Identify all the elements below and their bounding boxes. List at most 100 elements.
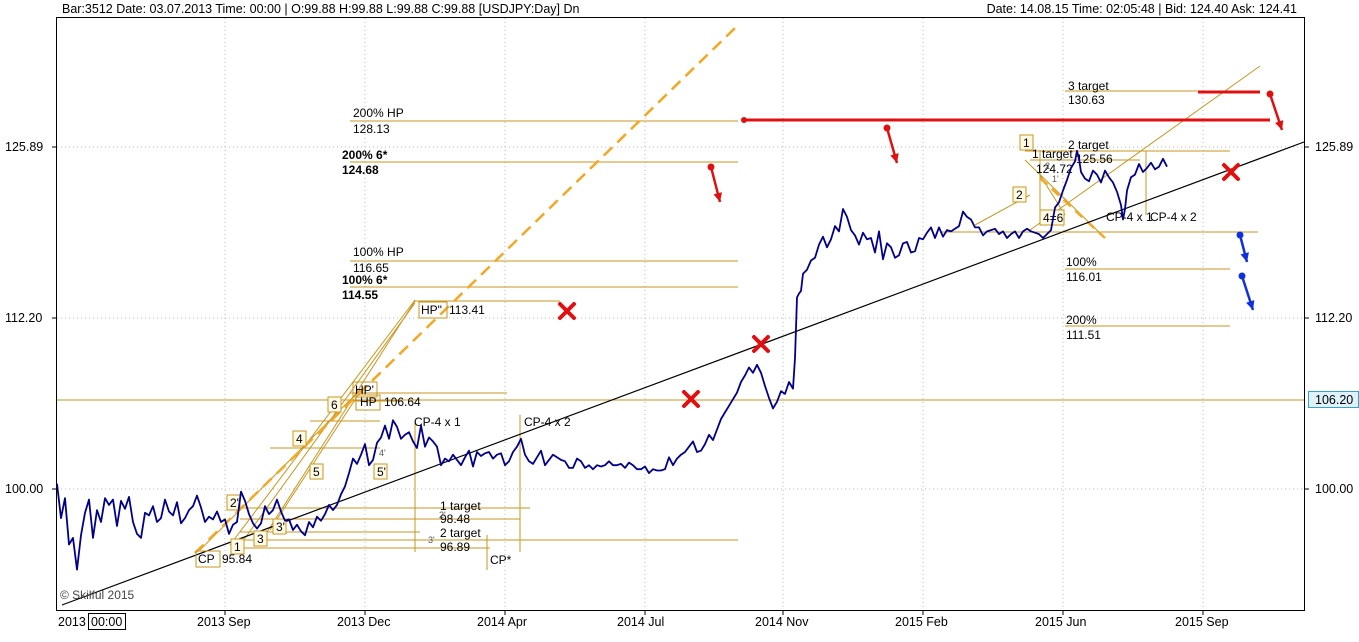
level-text: 1 target	[1032, 147, 1073, 161]
level-text: 2 target	[440, 526, 481, 540]
wave-box-label: 6	[331, 398, 338, 412]
level-text: 125.56	[1076, 152, 1113, 166]
cross-mark	[752, 335, 770, 353]
dashed-projection	[194, 27, 736, 554]
cross-mark	[1222, 163, 1240, 181]
dashed-projection	[1039, 177, 1106, 239]
x-tick-label: 2015 Jun	[1035, 615, 1086, 629]
level-text: 100%	[1066, 255, 1097, 269]
trend-line	[61, 141, 1305, 606]
wave-box	[272, 518, 287, 535]
small-mark: 1'	[1052, 174, 1059, 184]
y-tick-label-right: 112.20	[1315, 311, 1352, 325]
projection-line	[239, 302, 416, 546]
level-text: HP'	[355, 383, 374, 397]
level-text: CP-4 x 2	[1150, 210, 1197, 224]
level-text: 128.13	[353, 122, 390, 136]
projection-line	[269, 391, 361, 531]
wave-box	[253, 530, 268, 547]
x-tick-label: 2014 Apr	[477, 615, 527, 629]
wave-box	[1019, 134, 1034, 151]
x-tick-label: 2013 Dec	[337, 615, 391, 629]
level-text: 106.64	[384, 395, 421, 409]
time-box-label: 00:00	[91, 615, 122, 629]
watermark: © Skilful 2015	[60, 588, 135, 602]
small-mark: 3'	[428, 535, 435, 545]
header-right-info: Date: 14.08.15 Time: 02:05:48 | Bid: 124…	[987, 2, 1297, 16]
level-text: 100% 6*	[342, 273, 388, 287]
level-text: CP	[198, 552, 215, 566]
label-frame	[418, 301, 448, 319]
wave-box-label: 3'	[276, 520, 285, 534]
x-tick-label: 2014 Nov	[755, 615, 809, 629]
down-arrow-head	[890, 153, 899, 163]
down-arrow-blue-head	[1246, 300, 1255, 310]
x-tick-label: 2015 Feb	[895, 615, 948, 629]
x-tick-label: 2013 Sep	[197, 615, 251, 629]
label-frame	[352, 381, 378, 398]
level-text: 200% 6*	[342, 148, 388, 162]
small-mark: 4'	[379, 448, 386, 458]
cross-mark	[682, 390, 700, 408]
small-mark: 2	[1045, 161, 1050, 171]
label-frame	[195, 550, 221, 568]
level-text: 95.84	[222, 552, 252, 566]
label-frame	[355, 394, 381, 411]
level-text: CP-4 x 2	[524, 415, 571, 429]
level-text: 3 target	[1068, 79, 1109, 93]
level-text: 124.72	[1036, 162, 1073, 176]
level-text: 113.41	[449, 303, 485, 317]
level-text: CP-4 x 1	[1106, 210, 1153, 224]
wave-box-label: 2	[1016, 188, 1023, 202]
signal-marks-layer	[558, 90, 1284, 408]
wave-box-label: 5'	[377, 465, 386, 479]
wave-box-label: 1	[1023, 136, 1030, 150]
wave-box	[230, 538, 245, 555]
time-box[interactable]	[88, 613, 126, 630]
wave-box	[1012, 186, 1027, 203]
x-tick-label: 2015 Sep	[1175, 615, 1229, 629]
level-text: 124.68	[342, 163, 379, 177]
grid-lines	[57, 18, 1304, 610]
level-text: 98.48	[440, 512, 470, 526]
level-text: HP"	[421, 303, 442, 317]
resistance-dot	[741, 117, 747, 123]
wave-box-label: 5	[313, 465, 320, 479]
down-arrow-head	[713, 192, 722, 202]
y-tick-label-left: 125.89	[5, 140, 43, 154]
header-left-info: Bar:3512 Date: 03.07.2013 Time: 00:00 | …	[62, 2, 580, 16]
level-text: 111.51	[1066, 328, 1101, 342]
level-text: CP-4 x 1	[414, 415, 461, 429]
plot-frame	[56, 17, 1305, 611]
level-text: 200%	[1066, 313, 1097, 327]
cross-mark	[558, 302, 576, 320]
wave-box	[327, 396, 342, 413]
axis-labels: 2013 Sep 2013 Dec 2014 Apr 2014 Jul 2014 Nov…	[5, 140, 1359, 629]
price-line	[56, 149, 1168, 571]
projection-line	[229, 299, 416, 546]
wave-box	[309, 463, 324, 480]
level-text: 96.89	[440, 540, 470, 554]
level-text: 1 target	[440, 499, 481, 513]
small-mark: 2'	[439, 510, 446, 520]
x-tick-label: 2014 Jul	[617, 615, 664, 629]
wave-box-label: 3	[257, 532, 264, 546]
level-text: 114.55	[342, 288, 378, 302]
level-text: 100% HP	[353, 245, 404, 259]
level-text: CP*	[490, 553, 512, 567]
level-text: 2 target	[1068, 138, 1109, 152]
wave-box-label: 2'	[230, 496, 239, 510]
y-tick-label-left: 100.00	[5, 482, 43, 496]
y-tick-label-left: 112.20	[5, 311, 42, 325]
x-first-label: 2013	[58, 615, 86, 629]
y-tick-label-right: 100.00	[1315, 482, 1353, 496]
wave-box-label: 4	[296, 432, 303, 446]
level-text: HP	[360, 395, 377, 409]
level-text: 116.01	[1066, 270, 1102, 284]
y-tick-label-right: 125.89	[1315, 140, 1353, 154]
level-text: 130.63	[1068, 93, 1105, 107]
